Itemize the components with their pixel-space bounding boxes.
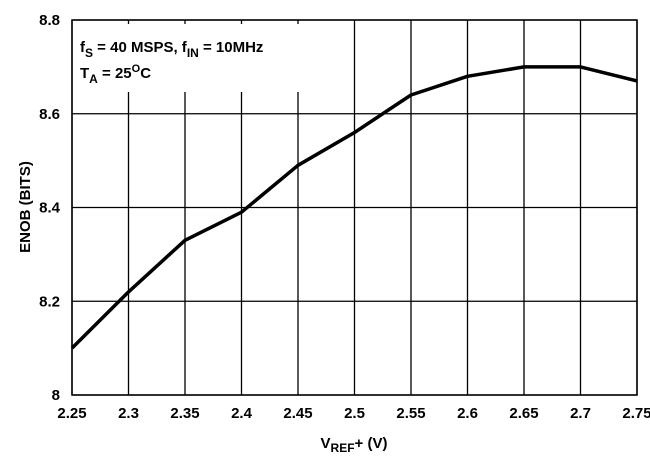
x-tick-label: 2.5 — [344, 405, 365, 422]
x-axis-title-main: V — [321, 435, 331, 452]
annotation-line-1: fS = 40 MSPS, fIN = 10MHz — [80, 39, 263, 60]
y-tick-label: 8.8 — [39, 12, 60, 29]
x-tick-label: 2.55 — [396, 405, 425, 422]
annotation-box — [76, 24, 308, 92]
x-tick-label: 2.75 — [622, 405, 650, 422]
plot-frame — [71, 19, 638, 396]
x-axis-title-suffix: + (V) — [355, 435, 388, 452]
y-axis-title: ENOB (BITS) — [17, 161, 34, 253]
x-axis-title: VREF+ (V) — [321, 435, 388, 455]
x-tick-label: 2.45 — [283, 405, 312, 422]
anno-f1-rest: = 40 MSPS, f — [93, 39, 188, 56]
series-points — [71, 66, 638, 349]
x-tick-label: 2.4 — [231, 405, 253, 422]
x-tick-label: 2.35 — [170, 405, 199, 422]
anno-t-sub: A — [89, 72, 98, 86]
y-tick-label: 8.6 — [39, 106, 60, 123]
anno-t: T — [80, 65, 89, 82]
x-tick-label: 2.3 — [118, 405, 139, 422]
x-axis-title-sub: REF — [331, 441, 355, 455]
y-tick-label: 8.4 — [39, 200, 61, 217]
x-tick-label: 2.65 — [509, 405, 538, 422]
anno-f1: f — [80, 39, 86, 56]
anno-t-unit: C — [140, 65, 151, 82]
anno-t-rest: = 25 — [98, 65, 132, 82]
x-axis-ticks: 2.25 2.3 2.35 2.4 2.45 2.5 2.55 2.6 2.65 2.7 2.75 — [57, 405, 650, 422]
y-axis-ticks: 8 8.2 8.4 8.6 8.8 — [39, 12, 61, 404]
anno-t-sup: O — [132, 63, 141, 75]
y-tick-label: 8 — [52, 387, 60, 404]
x-tick-label: 2.7 — [570, 405, 591, 422]
x-tick-label: 2.6 — [457, 405, 478, 422]
annotation-line-2: TA = 25OC — [80, 63, 151, 86]
x-tick-label: 2.25 — [57, 405, 86, 422]
anno-f2-sub: IN — [187, 46, 199, 60]
anno-f1-sub: S — [85, 46, 93, 60]
y-tick-label: 8.2 — [39, 293, 60, 310]
anno-f2-rest: = 10MHz — [199, 39, 264, 56]
